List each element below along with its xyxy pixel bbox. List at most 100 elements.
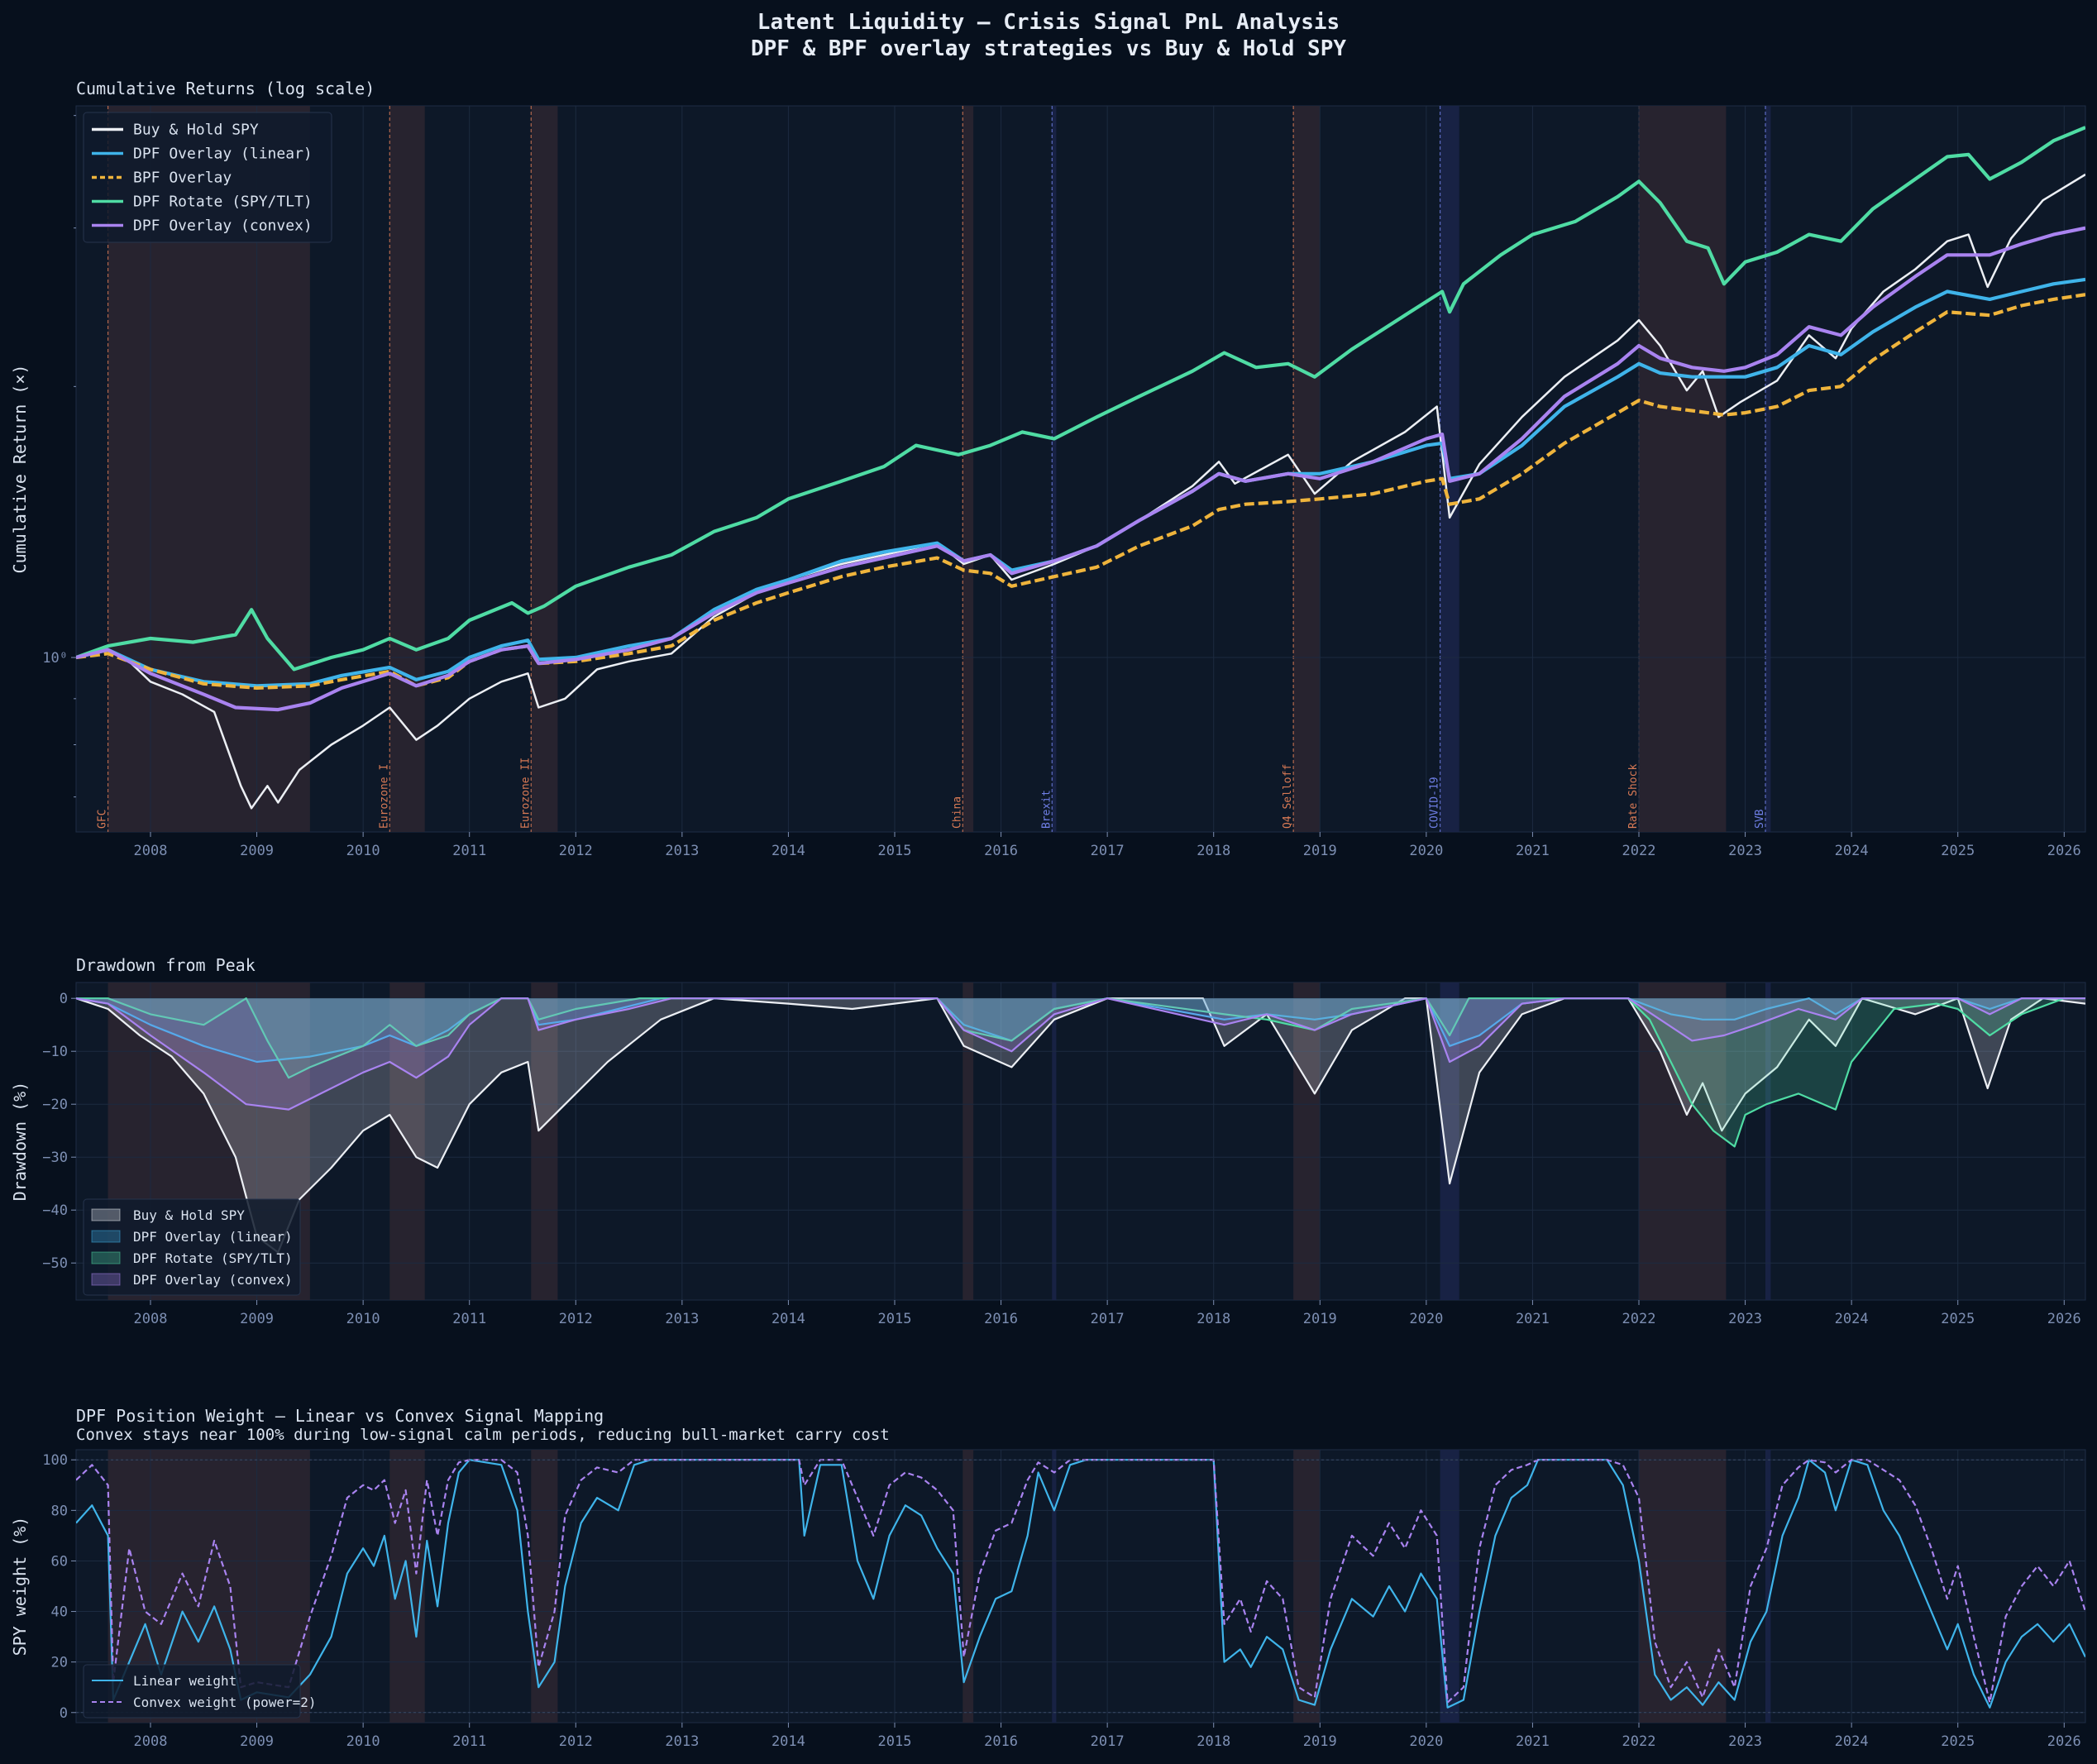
y-tick-label: 60 xyxy=(51,1553,68,1570)
x-tick-label: 2023 xyxy=(1728,1733,1762,1750)
x-tick-label: 2024 xyxy=(1835,843,1869,859)
figure-title-line1: Latent Liquidity — Crisis Signal PnL Ana… xyxy=(757,10,1340,35)
area-buy-hold-spy xyxy=(76,998,2085,1253)
x-tick-label: 2015 xyxy=(878,1311,912,1327)
area-dpf-rotate-spy-tlt xyxy=(76,998,2085,1147)
x-tick-label: 2016 xyxy=(984,1733,1018,1750)
y-tick-label: 20 xyxy=(51,1655,68,1671)
x-tick-label: 2021 xyxy=(1516,843,1550,859)
y-tick-label: 100 xyxy=(42,1452,68,1469)
x-tick-label: 2017 xyxy=(1091,843,1125,859)
x-tick-label: 2010 xyxy=(346,1733,380,1750)
crisis-label-china: China xyxy=(951,796,963,829)
x-tick-label: 2016 xyxy=(984,1311,1018,1327)
legend-label-dpf-overlay-convex: DPF Overlay (convex) xyxy=(133,1272,293,1288)
line-buy-hold-spy xyxy=(76,173,2085,810)
panel-subtitle: Convex stays near 100% during low-signal… xyxy=(76,1426,890,1444)
panel-title: Cumulative Returns (log scale) xyxy=(76,79,375,98)
line-dpf-overlay-convex xyxy=(76,997,2085,1111)
series-lines xyxy=(76,126,2085,810)
legend: Buy & Hold SPY DPF Overlay (linear) BPF Ov… xyxy=(83,112,332,243)
x-tick-label: 2016 xyxy=(984,843,1018,859)
x-tick-label: 2009 xyxy=(240,1733,274,1750)
y-axis-label: Drawdown (%) xyxy=(10,1082,30,1202)
x-tick-label: 2011 xyxy=(452,1311,486,1327)
x-tick-label: 2013 xyxy=(665,1733,699,1750)
panel-title: Drawdown from Peak xyxy=(76,955,256,975)
crisis-band-eurozone-i xyxy=(389,1450,425,1723)
crisis-shading xyxy=(107,1450,1771,1723)
crisis-band-rate-shock xyxy=(1639,1450,1727,1723)
crisis-band-svb xyxy=(1765,106,1771,832)
crisis-band-brexit xyxy=(1052,982,1057,1300)
x-tick-label: 2023 xyxy=(1728,1311,1762,1327)
x-tick-label: 2021 xyxy=(1516,1733,1550,1750)
x-tick-label: 2018 xyxy=(1197,1733,1230,1750)
crisis-band-eurozone-ii xyxy=(531,1450,558,1723)
y-axis-label: Cumulative Return (×) xyxy=(10,365,30,574)
x-tick-label: 2015 xyxy=(878,843,912,859)
y-tick-label: 0 xyxy=(60,991,68,1007)
crisis-band-brexit xyxy=(1052,1450,1057,1723)
x-tick-label: 2008 xyxy=(134,1311,168,1327)
crisis-label-rate-shock: Rate Shock xyxy=(1627,764,1640,829)
x-tick-label: 2019 xyxy=(1303,1311,1337,1327)
crisis-band-q4-selloff xyxy=(1293,982,1321,1300)
x-tick-label: 2014 xyxy=(771,1733,805,1750)
x-tick-label: 2019 xyxy=(1303,1733,1337,1750)
area-dpf-overlay-linear xyxy=(76,998,2085,1062)
crisis-band-svb xyxy=(1765,1450,1771,1723)
x-tick-label: 2008 xyxy=(134,843,168,859)
crisis-label-eurozone-i: Eurozone I xyxy=(378,764,390,829)
legend-box xyxy=(83,1664,301,1719)
legend-label-dpf-rotate-spy-tlt: DPF Rotate (SPY/TLT) xyxy=(133,1250,293,1266)
x-tick-label: 2026 xyxy=(2047,1733,2081,1750)
line-dpf-overlay-convex xyxy=(76,226,2085,712)
x-tick-label: 2024 xyxy=(1835,1733,1869,1750)
x-tick-label: 2026 xyxy=(2047,1311,2081,1327)
legend-label-bpf-overlay: BPF Overlay xyxy=(133,170,232,187)
legend-box xyxy=(83,1198,301,1296)
panel-background xyxy=(75,1449,2086,1723)
y-tick-label: 10⁰ xyxy=(42,650,68,667)
line-convex-weight-power-2 xyxy=(76,1459,2085,1704)
x-tick-label: 2013 xyxy=(665,1311,699,1327)
crisis-band-rate-shock xyxy=(1639,106,1727,832)
y-tick-label: −40 xyxy=(42,1202,68,1219)
x-tick-label: 2017 xyxy=(1091,1733,1125,1750)
y-axis-label: SPY weight (%) xyxy=(10,1517,30,1656)
x-tick-label: 2021 xyxy=(1516,1311,1550,1327)
legend: Linear weight Convex weight (power=2) xyxy=(83,1664,317,1719)
axis-ticks: 2008 2009 2010 2011 2012 2013 2014 2015 2016 2017… xyxy=(42,991,2080,1327)
crisis-band-brexit xyxy=(1052,106,1057,832)
panel-background xyxy=(75,105,2086,833)
crisis-band-q4-selloff xyxy=(1293,1450,1321,1723)
crisis-band-eurozone-i xyxy=(389,106,425,832)
x-tick-label: 2020 xyxy=(1409,1311,1443,1327)
legend-box xyxy=(83,112,332,243)
legend-label-dpf-rotate-spy-tlt: DPF Rotate (SPY/TLT) xyxy=(133,194,313,211)
x-tick-label: 2022 xyxy=(1622,1733,1656,1750)
figure-title-line2: DPF & BPF overlay strategies vs Buy & Ho… xyxy=(750,36,1347,61)
x-tick-label: 2026 xyxy=(2047,843,2081,859)
series-areas xyxy=(76,997,2085,1254)
legend-label-dpf-overlay-linear: DPF Overlay (linear) xyxy=(133,146,313,163)
legend-swatch-dpf-overlay-convex xyxy=(91,1273,121,1286)
crisis-label-gfc: GFC xyxy=(97,810,109,829)
crisis-label-brexit: Brexit xyxy=(1040,790,1053,829)
series-lines xyxy=(76,1459,2085,1714)
crisis-band-svb xyxy=(1765,982,1771,1300)
legend-label-linear-weight: Linear weight xyxy=(133,1673,236,1689)
axis-ticks: 2008 2009 2010 2011 2012 2013 2014 2015 2016 2017… xyxy=(42,115,2081,859)
crisis-band-china xyxy=(963,1450,974,1723)
x-tick-label: 2018 xyxy=(1197,843,1230,859)
x-tick-label: 2018 xyxy=(1197,1311,1230,1327)
x-tick-label: 2024 xyxy=(1835,1311,1869,1327)
cumulative-returns-panel: GFC Eurozone I Eurozone II China Brexit Q4 Se… xyxy=(10,79,2086,859)
x-tick-label: 2009 xyxy=(240,843,274,859)
y-tick-label: 0 xyxy=(60,1705,68,1722)
x-tick-label: 2020 xyxy=(1409,843,1443,859)
crisis-band-china xyxy=(963,106,974,832)
